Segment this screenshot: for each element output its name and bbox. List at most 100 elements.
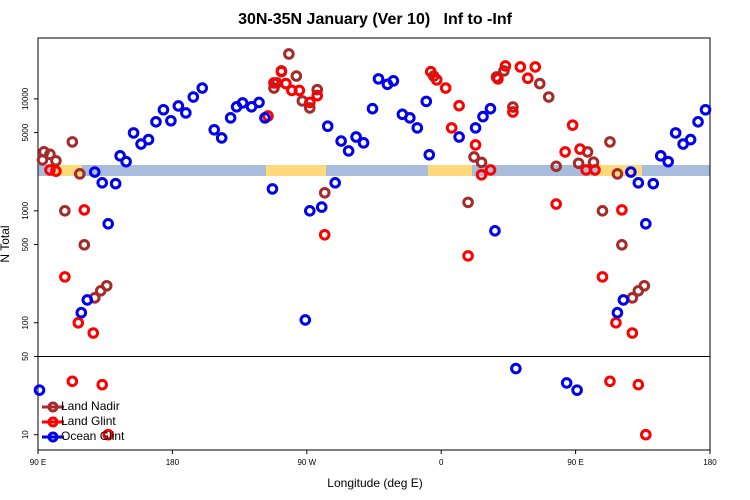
point [639,217,652,230]
point [453,131,465,143]
point [445,122,458,134]
point [604,136,616,148]
point [44,164,56,176]
point [293,84,306,97]
point [684,133,697,146]
point [303,205,316,217]
point [172,100,185,112]
point [632,378,645,391]
point [510,362,522,375]
point [215,132,228,144]
point [311,83,324,96]
point [484,164,497,176]
point [492,73,504,85]
point [280,77,292,90]
point [611,306,624,319]
point [50,165,62,177]
point [692,116,704,128]
point [59,205,71,217]
point [529,61,542,73]
point [632,177,645,189]
y-tick-label: 50 [21,351,30,360]
point [157,103,170,116]
point [514,61,527,73]
legend-marker [47,416,59,428]
point [647,177,660,190]
point [423,148,436,161]
point [33,384,46,396]
point [329,177,341,189]
x-tick-label: 90 E [567,458,583,467]
point [589,164,601,176]
legend-label: Land Nadir [61,399,120,413]
x-tick-label: 0 [439,458,444,467]
point [88,166,101,178]
point [87,327,100,339]
point [66,136,79,148]
point [462,196,474,209]
surface-band [38,165,710,176]
point [44,148,56,161]
point [303,96,316,109]
point [411,122,424,134]
point [638,279,651,292]
point [180,107,192,119]
point [342,145,355,157]
point [335,135,347,147]
point [315,201,328,213]
point [489,225,501,237]
point [196,82,209,94]
point [571,384,583,396]
point [318,186,331,199]
point [357,137,370,149]
plot-frame [37,37,711,451]
y-tick-label: 10 [21,430,30,439]
point [299,314,312,326]
point [469,122,482,134]
point [484,102,497,115]
point [522,72,534,85]
point [224,112,237,124]
point [430,74,443,86]
point [469,139,482,151]
point [507,101,519,113]
point [616,239,628,251]
y-tick-label: 10000 [21,87,30,110]
point [574,143,586,155]
point [468,151,480,163]
point [604,375,616,388]
point [275,65,288,78]
point [259,112,271,124]
legend-marker [47,431,59,443]
point [453,99,465,112]
point [572,157,585,170]
point [611,168,624,180]
legend-label: Ocean Glint [61,429,125,443]
y-tick-label: 100 [21,316,30,330]
point [72,316,85,329]
legend-marker [47,401,59,413]
point [533,77,546,90]
point [639,428,652,441]
point [78,239,91,251]
point [208,123,221,136]
point [253,96,265,109]
legend-label: Land Glint [61,414,116,428]
point [404,112,416,124]
point [303,102,316,114]
point [120,155,132,168]
point [550,160,562,173]
point [283,48,295,60]
point [321,120,334,133]
point [311,89,324,102]
point [100,279,113,292]
point [654,150,667,162]
point [102,217,114,230]
point [109,177,122,190]
x-tick-label: 180 [166,458,180,467]
point [477,110,489,123]
point [59,271,71,283]
point [187,91,200,103]
chart-title: 30N-35N January (Ver 10) Inf to -Inf [238,11,513,28]
